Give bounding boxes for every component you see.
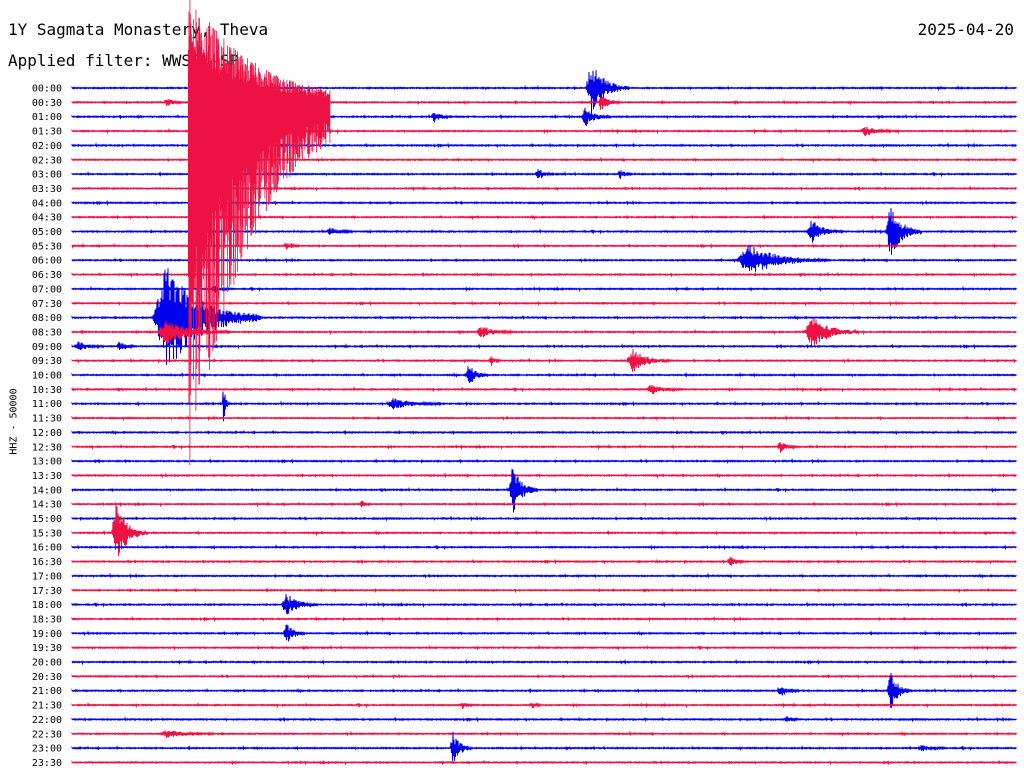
row-time-label: 00:00: [32, 84, 62, 95]
trace-row: [71, 586, 1017, 594]
row-time-label: 17:30: [32, 586, 62, 597]
row-time-label: 09:00: [32, 342, 62, 353]
trace-row: [71, 730, 1017, 739]
row-time-label: 10:30: [32, 385, 62, 396]
row-time-label: 13:00: [32, 457, 62, 468]
row-time-label: 01:30: [32, 127, 62, 138]
row-time-label: 03:00: [32, 170, 62, 181]
row-time-label: 23:30: [32, 758, 62, 769]
record-date: 2025-04-20: [917, 20, 1014, 39]
row-time-label: 06:00: [32, 256, 62, 267]
trace-row: [71, 673, 1017, 680]
trace-row: [71, 468, 1017, 513]
row-time-label: 04:00: [32, 198, 62, 209]
row-time-label: 20:00: [32, 658, 62, 669]
row-time-label: 19:30: [32, 643, 62, 654]
row-time-label: 21:30: [32, 701, 62, 712]
row-time-label: 02:00: [32, 141, 62, 152]
row-time-label: 05:00: [32, 227, 62, 238]
earthquake-trace: [188, 0, 331, 465]
trace-row: [71, 318, 1017, 347]
row-time-label: 00:30: [32, 98, 62, 109]
trace-row: [71, 300, 1017, 307]
trace-row: [71, 716, 1017, 723]
trace-row: [71, 442, 1017, 453]
row-time-label: 19:00: [32, 629, 62, 640]
trace-row: [71, 615, 1017, 623]
station-title: 1Y Sagmata Monastery, Theva: [8, 20, 269, 39]
row-time-label: 04:30: [32, 213, 62, 224]
trace-row: [71, 701, 1017, 710]
trace-row: [71, 515, 1017, 522]
trace-row: [71, 572, 1017, 580]
row-time-label: 13:30: [32, 471, 62, 482]
row-time-label: 14:00: [32, 485, 62, 496]
row-time-label: 18:00: [32, 600, 62, 611]
trace-row: [71, 644, 1017, 651]
row-time-label: 15:00: [32, 514, 62, 525]
trace-row: [71, 384, 1017, 395]
row-time-label: 20:30: [32, 672, 62, 683]
row-time-label: 11:30: [32, 414, 62, 425]
row-time-label: 14:30: [32, 500, 62, 511]
row-time-label: 11:00: [32, 399, 62, 410]
trace-row: [71, 268, 1017, 365]
row-time-label: 17:00: [32, 571, 62, 582]
trace-row: [71, 593, 1017, 615]
row-time-label: 23:00: [32, 744, 62, 755]
filter-label: Applied filter: WWSSN-SP: [8, 51, 240, 70]
row-time-label: 07:00: [32, 284, 62, 295]
trace-row: [71, 556, 1017, 566]
trace-row: [71, 366, 1017, 383]
trace-row: [71, 391, 1017, 422]
trace-row: [71, 414, 1017, 422]
row-time-label: 06:30: [32, 270, 62, 281]
trace-row: [71, 505, 1017, 557]
trace-row: [71, 472, 1017, 479]
row-time-label: 07:30: [32, 299, 62, 310]
trace-row: [71, 341, 1017, 351]
trace-row: [71, 658, 1017, 666]
row-time-label: 22:00: [32, 715, 62, 726]
row-time-label: 21:00: [32, 686, 62, 697]
trace-row: [71, 500, 1017, 508]
row-time-label: 15:30: [32, 528, 62, 539]
row-time-label: 22:30: [32, 729, 62, 740]
row-time-label: 16:00: [32, 543, 62, 554]
row-time-label: 12:30: [32, 442, 62, 453]
row-time-label: 03:30: [32, 184, 62, 195]
row-time-label: 08:30: [32, 327, 62, 338]
row-time-label: 09:30: [32, 356, 62, 367]
trace-row: [71, 457, 1017, 465]
row-time-label: 01:00: [32, 112, 62, 123]
row-time-label: 12:00: [32, 428, 62, 439]
row-time-label: 16:30: [32, 557, 62, 568]
row-time-label: 18:30: [32, 614, 62, 625]
trace-row: [71, 544, 1017, 551]
trace-row: [71, 672, 1017, 708]
row-time-label: 08:00: [32, 313, 62, 324]
trace-row: [71, 285, 1017, 293]
row-time-label: 05:30: [32, 241, 62, 252]
trace-row: [71, 759, 1017, 766]
trace-row: [71, 349, 1017, 372]
row-time-label: 02:30: [32, 155, 62, 166]
trace-row: [71, 731, 1017, 761]
trace-row: [71, 429, 1017, 436]
row-time-label: 10:00: [32, 371, 62, 382]
trace-row: [71, 624, 1017, 642]
